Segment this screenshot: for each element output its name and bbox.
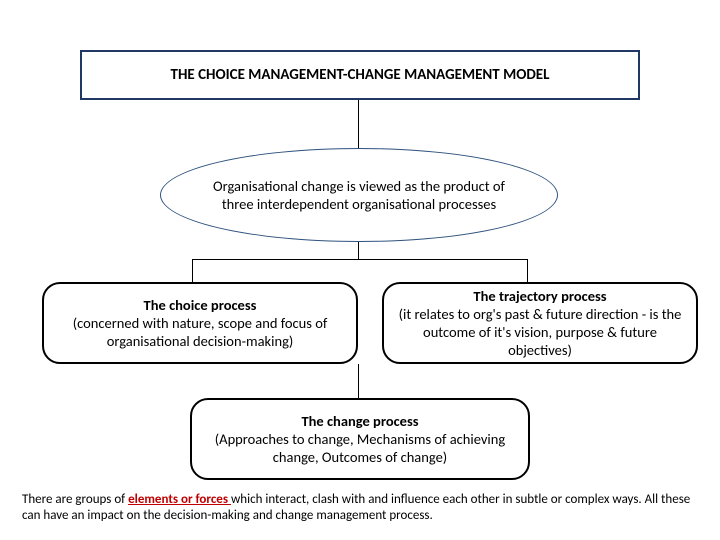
- choice-process-box: The choice process (concerned with natur…: [42, 282, 358, 364]
- connector-horizontal-split: [192, 259, 528, 260]
- change-process-box: The change process (Approaches to change…: [190, 398, 530, 480]
- trajectory-process-box: The trajectory process (it relates to or…: [382, 282, 698, 364]
- footer-prefix: There are groups of: [22, 492, 128, 507]
- ellipse-text: Organisational change is viewed as the p…: [201, 177, 517, 213]
- connector-title-to-ellipse: [358, 100, 359, 148]
- choice-heading: The choice process: [58, 296, 342, 314]
- change-heading: The change process: [206, 412, 514, 430]
- connector-to-trajectory: [527, 259, 528, 282]
- trajectory-heading: The trajectory process: [398, 287, 682, 305]
- footer-emphasis: elements or forces: [128, 492, 231, 507]
- connector-ellipse-down: [358, 242, 359, 260]
- connector-to-change: [358, 364, 359, 398]
- change-body: (Approaches to change, Mechanisms of ach…: [215, 430, 505, 466]
- overview-ellipse: Organisational change is viewed as the p…: [160, 148, 558, 242]
- title-box: THE CHOICE MANAGEMENT-CHANGE MANAGEMENT …: [80, 50, 640, 100]
- title-text: THE CHOICE MANAGEMENT-CHANGE MANAGEMENT …: [171, 66, 550, 84]
- choice-body: (concerned with nature, scope and focus …: [73, 314, 328, 350]
- footer-text: There are groups of elements or forces w…: [22, 492, 698, 525]
- connector-to-choice: [192, 259, 193, 282]
- trajectory-body: (it relates to org's past & future direc…: [399, 305, 682, 359]
